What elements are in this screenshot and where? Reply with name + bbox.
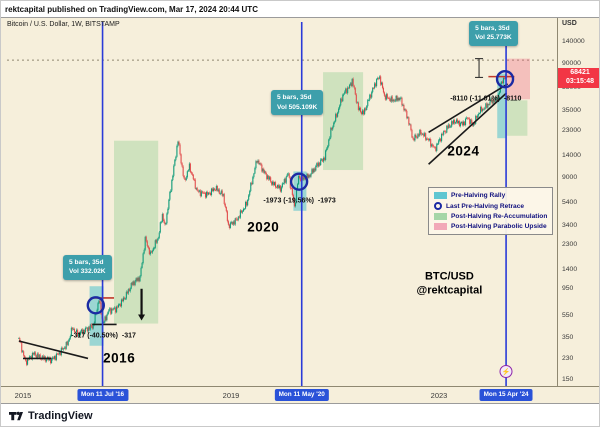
time-axis-year-label: 2023	[430, 391, 448, 400]
time-axis-year-label: 2015	[14, 391, 32, 400]
pre-halving-retrace-circle	[289, 172, 309, 191]
pre-halving-rally-band	[497, 73, 507, 139]
reaccumulation-box	[323, 72, 364, 171]
teal-box-swatch	[434, 192, 447, 199]
time-axis-year-label: 2019	[222, 391, 240, 400]
publish-line: rektcapital published on TradingView.com…	[5, 4, 258, 14]
price-tick-label: 23000	[562, 127, 581, 135]
price-tick-label: 14000	[562, 151, 581, 159]
tradingview-wordmark[interactable]: TradingView	[28, 409, 93, 422]
legend-label: Post-Halving Parabolic Upside	[451, 223, 547, 230]
last-price-value: 68421	[570, 69, 590, 77]
legend-label: Pre-Halving Rally	[451, 192, 506, 199]
halving-date-badge: Mon 15 Apr '24	[479, 389, 533, 401]
reaccumulation-box	[114, 140, 159, 324]
pre-halving-retrace-circle	[495, 69, 515, 89]
trendline	[18, 340, 89, 360]
bar-close-countdown: 03:15:48	[565, 78, 595, 86]
legend: Pre-Halving Rally Last Pre-Halving Retra…	[428, 187, 554, 235]
price-chart-canvas[interactable]	[1, 18, 557, 386]
price-tick-label: 9000	[562, 173, 578, 181]
tradingview-logo-icon[interactable]	[9, 409, 23, 423]
halving-date-badge: Mon 11 Jul '16	[77, 389, 129, 401]
trendline	[428, 83, 509, 134]
price-tick-label: 150	[562, 376, 574, 383]
pre-halving-retrace-circle	[86, 296, 106, 315]
price-tick-label: 3400	[562, 221, 578, 229]
price-tick-label: 550	[562, 311, 574, 319]
symbol-label: Bitcoin / U.S. Dollar, 1W, BITSTAMP	[7, 21, 120, 28]
reaccumulation-box	[505, 100, 528, 136]
legend-item-post-halving-reaccumulation: Post-Halving Re-Accumulation	[434, 213, 547, 220]
legend-label: Post-Halving Re-Accumulation	[451, 213, 548, 220]
price-tick-label: 90000	[562, 59, 581, 67]
legend-label: Last Pre-Halving Retrace	[446, 202, 525, 210]
price-axis[interactable]: USD 140000900005500035000230001400090005…	[557, 18, 599, 386]
last-price-badge: 68421 03:15:48	[558, 68, 599, 88]
pink-box-swatch	[434, 223, 447, 230]
price-tick-label: 5400	[562, 198, 578, 206]
chart-panel[interactable]: Bitcoin / U.S. Dollar, 1W, BITSTAMP 5 ba…	[1, 17, 599, 404]
halving-date-badge: Mon 11 May '20	[274, 389, 329, 401]
drop-arrow-head	[138, 314, 146, 321]
price-tick-label: 2300	[562, 241, 578, 249]
blue-circle-swatch	[434, 202, 442, 210]
legend-item-last-pre-halving-retrace: Last Pre-Halving Retrace	[434, 202, 547, 210]
publish-info-bar: rektcapital published on TradingView.com…	[1, 1, 599, 17]
candlestick-series	[18, 73, 508, 367]
legend-item-post-halving-parabolic-upside: Post-Halving Parabolic Upside	[434, 223, 547, 230]
legend-item-pre-halving-rally: Pre-Halving Rally	[434, 192, 547, 199]
price-tick-label: 35000	[562, 106, 581, 114]
green-box-swatch	[434, 213, 447, 220]
trendline	[428, 92, 508, 165]
time-axis[interactable]: 2015 2019 2023 Mon 11 Jul '16 Mon 11 May '20…	[1, 386, 599, 403]
price-tick-label: 950	[562, 284, 574, 292]
price-tick-label: 1400	[562, 265, 578, 273]
footer-bar: TradingView	[1, 404, 599, 426]
price-tick-label: 230	[562, 354, 574, 362]
price-tick-label: 140000	[562, 38, 585, 45]
price-axis-unit: USD	[562, 20, 577, 27]
parabolic-upside-box	[506, 58, 530, 100]
price-tick-label: 350	[562, 334, 574, 342]
